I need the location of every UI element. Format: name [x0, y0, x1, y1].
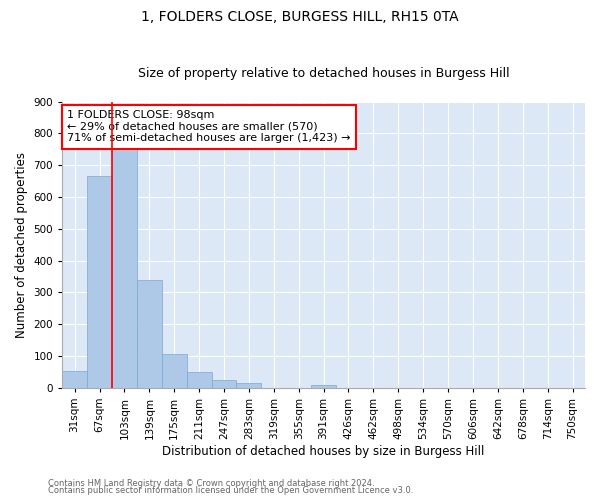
Title: Size of property relative to detached houses in Burgess Hill: Size of property relative to detached ho…	[138, 66, 509, 80]
Bar	[87, 176, 112, 388]
Text: 1, FOLDERS CLOSE, BURGESS HILL, RH15 0TA: 1, FOLDERS CLOSE, BURGESS HILL, RH15 0TA	[141, 10, 459, 24]
Bar	[62, 372, 87, 388]
Bar	[212, 380, 236, 388]
Bar	[236, 383, 262, 388]
Bar	[311, 385, 336, 388]
Text: Contains public sector information licensed under the Open Government Licence v3: Contains public sector information licen…	[48, 486, 413, 495]
Bar	[187, 372, 212, 388]
X-axis label: Distribution of detached houses by size in Burgess Hill: Distribution of detached houses by size …	[163, 444, 485, 458]
Bar	[112, 149, 137, 388]
Y-axis label: Number of detached properties: Number of detached properties	[15, 152, 28, 338]
Bar	[137, 280, 162, 388]
Bar	[162, 354, 187, 388]
Text: Contains HM Land Registry data © Crown copyright and database right 2024.: Contains HM Land Registry data © Crown c…	[48, 478, 374, 488]
Text: 1 FOLDERS CLOSE: 98sqm
← 29% of detached houses are smaller (570)
71% of semi-de: 1 FOLDERS CLOSE: 98sqm ← 29% of detached…	[67, 110, 351, 144]
